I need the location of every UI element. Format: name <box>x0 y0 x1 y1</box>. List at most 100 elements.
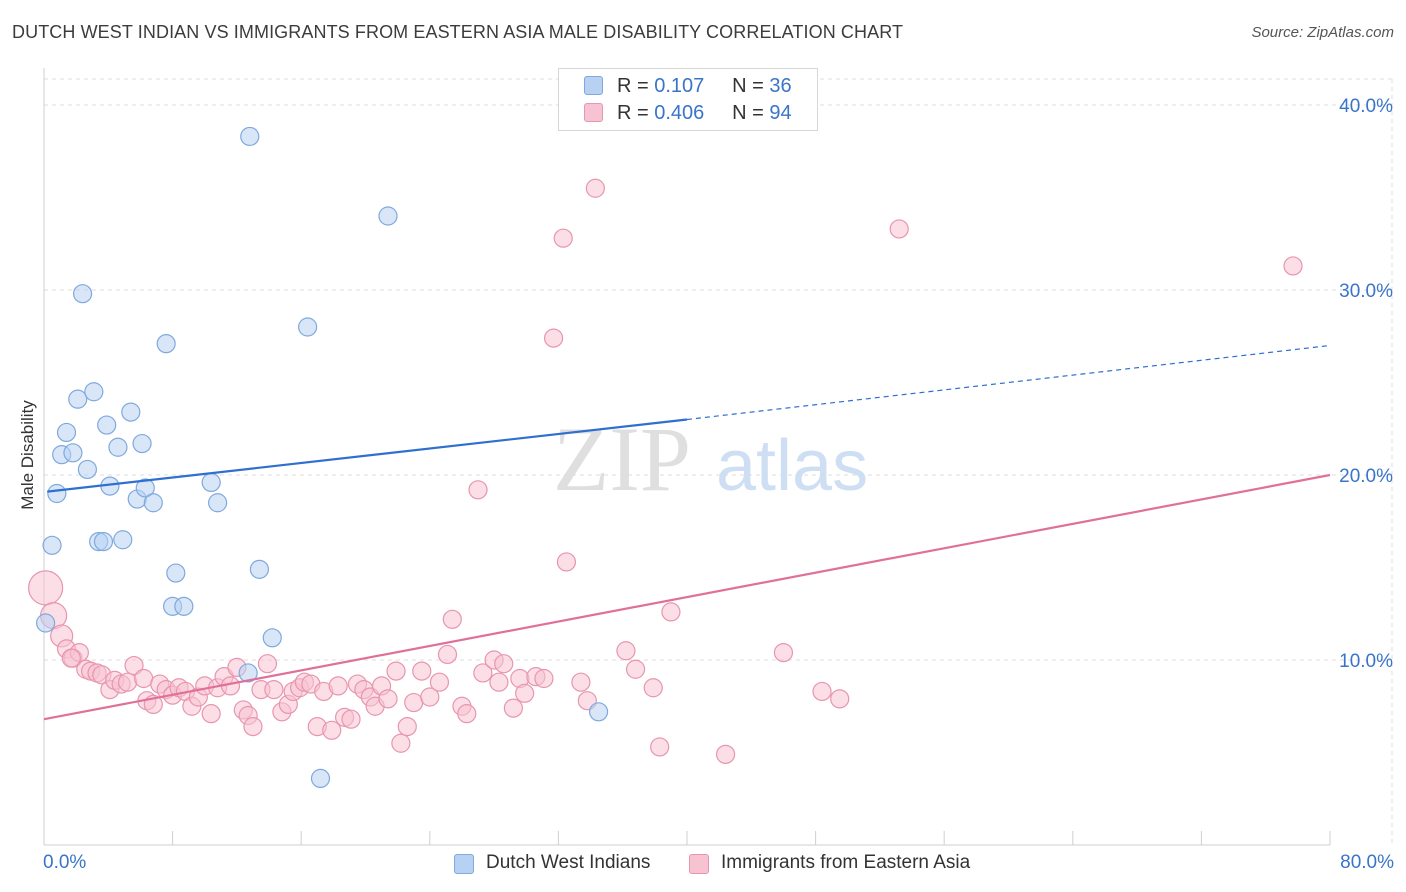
data-point <box>77 459 98 480</box>
data-point <box>201 472 221 492</box>
data-point <box>715 744 736 764</box>
data-point <box>135 478 155 498</box>
data-point <box>121 402 141 422</box>
chart-title: DUTCH WEST INDIAN VS IMMIGRANTS FROM EAS… <box>12 22 904 42</box>
trend-line-series2 <box>43 473 1331 721</box>
data-point <box>264 679 284 700</box>
data-point <box>643 678 663 698</box>
legend-swatch-series2 <box>689 854 709 874</box>
data-point <box>468 480 488 500</box>
data-point <box>201 704 221 724</box>
data-point <box>553 228 573 248</box>
data-point <box>515 683 535 703</box>
data-point <box>812 681 832 702</box>
data-point <box>378 206 398 226</box>
data-point <box>132 433 152 454</box>
data-point <box>93 531 114 552</box>
data-point <box>257 654 278 674</box>
stats-box: R = 0.107 N = 36 R = 0.406 N = 94 <box>558 68 818 131</box>
data-point <box>556 552 577 572</box>
source-label: Source: ZipAtlas.com <box>1251 24 1394 41</box>
data-point <box>108 437 128 457</box>
x-tick-label-min: 0.0% <box>43 852 87 873</box>
data-point <box>457 704 477 724</box>
y-tick-label: 20.0% <box>1339 466 1393 487</box>
data-point <box>249 559 270 579</box>
data-point <box>243 716 263 737</box>
data-point <box>56 422 77 443</box>
data-point <box>661 602 681 622</box>
data-point <box>429 672 450 692</box>
data-point <box>42 535 62 555</box>
legend-swatch-series1 <box>454 854 474 874</box>
data-point <box>97 415 117 435</box>
data-point <box>84 382 104 402</box>
data-point <box>298 317 318 337</box>
legend-label-series2: Immigrants from Eastern Asia <box>721 852 971 873</box>
data-point <box>494 654 514 674</box>
stats-swatch-series2 <box>584 103 603 122</box>
data-point <box>473 663 493 683</box>
stats-n-value: 36 <box>769 75 792 97</box>
data-point <box>889 219 909 239</box>
data-point <box>571 672 591 692</box>
data-point <box>72 284 93 304</box>
data-point <box>650 737 670 757</box>
data-point <box>143 493 163 513</box>
y-tick-label: 10.0% <box>1339 651 1393 672</box>
data-point <box>386 661 406 681</box>
data-point <box>588 702 609 722</box>
data-point <box>404 692 424 713</box>
data-point <box>113 530 133 550</box>
trend-line-series1-extension <box>686 344 1331 421</box>
data-point <box>262 628 282 648</box>
watermark-zip: ZIP <box>553 408 691 510</box>
x-tick-label-max: 80.0% <box>1340 852 1394 873</box>
y-tick-label: 30.0% <box>1339 281 1393 302</box>
stats-r-value: 0.406 <box>654 102 705 124</box>
data-point <box>534 668 554 689</box>
data-point <box>489 672 509 692</box>
data-point <box>328 676 348 696</box>
data-point <box>134 668 154 689</box>
data-point <box>208 493 228 513</box>
stats-r-value: 0.107 <box>654 75 705 97</box>
data-point <box>61 648 81 668</box>
data-point <box>63 443 83 463</box>
watermark: ZIP atlas <box>553 408 868 510</box>
data-point <box>124 655 144 676</box>
data-point <box>391 733 411 753</box>
data-point <box>543 328 564 348</box>
legend-label-series1: Dutch West Indians <box>486 852 651 873</box>
data-point <box>28 570 64 606</box>
data-point <box>830 689 850 709</box>
data-point <box>378 689 398 709</box>
data-point <box>773 642 794 663</box>
data-point <box>310 768 331 789</box>
data-point <box>341 709 361 729</box>
trend-lines <box>43 344 1331 721</box>
y-tick-labels: 10.0% 20.0% 30.0% 40.0% <box>1339 96 1393 672</box>
watermark-atlas: atlas <box>716 426 868 506</box>
stats-r-label: R = <box>617 75 649 97</box>
data-point <box>117 672 138 692</box>
trend-line-series1 <box>47 418 688 493</box>
stats-n-value: 94 <box>769 102 792 124</box>
data-point <box>503 698 523 718</box>
axes <box>43 68 1331 846</box>
data-point <box>585 178 605 198</box>
y-tick-label: 40.0% <box>1339 96 1393 117</box>
stats-n-label: N = <box>732 75 764 97</box>
data-point <box>322 720 342 740</box>
data-point <box>156 334 176 354</box>
data-point <box>238 663 258 683</box>
series-dutch-west-indians <box>36 95 655 789</box>
data-point <box>397 716 417 737</box>
data-point <box>36 613 56 633</box>
data-point <box>174 596 194 616</box>
stats-n-label: N = <box>732 102 764 124</box>
data-point <box>47 483 67 504</box>
data-point <box>1283 256 1303 276</box>
data-point <box>437 644 458 665</box>
